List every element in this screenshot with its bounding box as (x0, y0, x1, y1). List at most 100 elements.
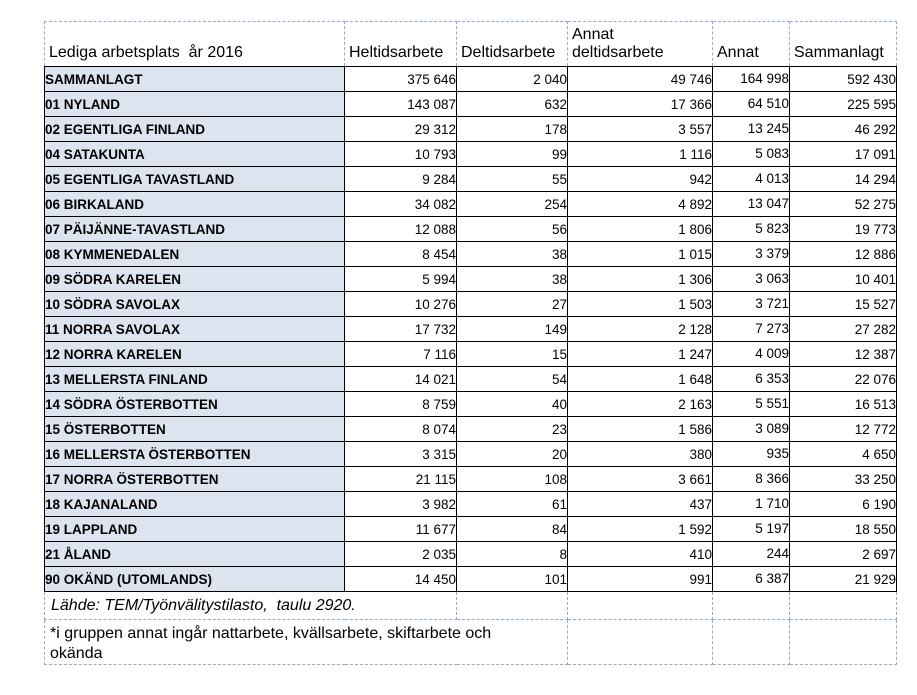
note-cell[interactable]: *i gruppen annat ingår nattarbete, kväll… (44, 619, 568, 665)
cell-annat-deltidsarbete[interactable]: 1 592 (567, 516, 713, 542)
empty-cell[interactable] (567, 591, 713, 620)
region-cell[interactable]: 10 SÖDRA SAVOLAX (44, 291, 345, 317)
cell-sammanlagt[interactable]: 46 292 (789, 116, 897, 142)
region-cell[interactable]: 13 MELLERSTA FINLAND (44, 366, 345, 392)
cell-annat[interactable]: 3 379 (712, 241, 790, 267)
cell-annat[interactable]: 3 721 (712, 291, 790, 317)
region-cell[interactable]: 06 BIRKALAND (44, 191, 345, 217)
cell-annat-deltidsarbete[interactable]: 1 503 (567, 291, 713, 317)
region-cell[interactable]: 16 MELLERSTA ÖSTERBOTTEN (44, 441, 345, 467)
cell-sammanlagt[interactable]: 15 527 (789, 291, 897, 317)
cell-sammanlagt[interactable]: 21 929 (789, 566, 897, 592)
region-cell[interactable]: 04 SATAKUNTA (44, 141, 345, 167)
region-cell[interactable]: SAMMANLAGT (44, 66, 345, 92)
region-cell[interactable]: 08 KYMMENEDALEN (44, 241, 345, 267)
cell-annat[interactable]: 1 710 (712, 491, 790, 517)
cell-deltidsarbete[interactable]: 84 (456, 516, 568, 542)
cell-annat-deltidsarbete[interactable]: 1 247 (567, 341, 713, 367)
empty-cell[interactable] (567, 619, 713, 665)
cell-deltidsarbete[interactable]: 40 (456, 391, 568, 417)
cell-heltidsarbete[interactable]: 10 276 (344, 291, 457, 317)
cell-heltidsarbete[interactable]: 21 115 (344, 466, 457, 492)
cell-deltidsarbete[interactable]: 55 (456, 166, 568, 192)
col-header-deltidsarbete[interactable]: Deltidsarbete (456, 21, 568, 67)
cell-heltidsarbete[interactable]: 14 450 (344, 566, 457, 592)
col-header-annat[interactable]: Annat (712, 21, 790, 67)
cell-sammanlagt[interactable]: 12 387 (789, 341, 897, 367)
cell-annat-deltidsarbete[interactable]: 1 306 (567, 266, 713, 292)
cell-deltidsarbete[interactable]: 8 (456, 541, 568, 567)
cell-annat-deltidsarbete[interactable]: 2 128 (567, 316, 713, 342)
cell-heltidsarbete[interactable]: 29 312 (344, 116, 457, 142)
cell-annat[interactable]: 5 823 (712, 216, 790, 242)
cell-deltidsarbete[interactable]: 2 040 (456, 66, 568, 92)
cell-annat[interactable]: 935 (712, 441, 790, 467)
cell-deltidsarbete[interactable]: 56 (456, 216, 568, 242)
cell-deltidsarbete[interactable]: 149 (456, 316, 568, 342)
cell-sammanlagt[interactable]: 19 773 (789, 216, 897, 242)
region-cell[interactable]: 05 EGENTLIGA TAVASTLAND (44, 166, 345, 192)
cell-sammanlagt[interactable]: 6 190 (789, 491, 897, 517)
cell-heltidsarbete[interactable]: 8 759 (344, 391, 457, 417)
cell-annat[interactable]: 64 510 (712, 91, 790, 117)
col-header-annat-deltidsarbete[interactable]: Annat deltidsarbete (567, 21, 713, 67)
cell-deltidsarbete[interactable]: 99 (456, 141, 568, 167)
cell-sammanlagt[interactable]: 4 650 (789, 441, 897, 467)
cell-sammanlagt[interactable]: 16 513 (789, 391, 897, 417)
cell-annat-deltidsarbete[interactable]: 942 (567, 166, 713, 192)
cell-heltidsarbete[interactable]: 12 088 (344, 216, 457, 242)
cell-deltidsarbete[interactable]: 27 (456, 291, 568, 317)
cell-annat-deltidsarbete[interactable]: 991 (567, 566, 713, 592)
region-cell[interactable]: 09 SÖDRA KARELEN (44, 266, 345, 292)
cell-annat-deltidsarbete[interactable]: 1 806 (567, 216, 713, 242)
cell-heltidsarbete[interactable]: 3 315 (344, 441, 457, 467)
region-cell[interactable]: 14 SÖDRA ÖSTERBOTTEN (44, 391, 345, 417)
cell-sammanlagt[interactable]: 22 076 (789, 366, 897, 392)
region-cell[interactable]: 01 NYLAND (44, 91, 345, 117)
cell-heltidsarbete[interactable]: 10 793 (344, 141, 457, 167)
cell-sammanlagt[interactable]: 18 550 (789, 516, 897, 542)
empty-cell[interactable] (712, 591, 790, 620)
region-cell[interactable]: 17 NORRA ÖSTERBOTTEN (44, 466, 345, 492)
table-title[interactable]: Lediga arbetsplats år 2016 (44, 21, 345, 67)
cell-annat-deltidsarbete[interactable]: 1 648 (567, 366, 713, 392)
cell-sammanlagt[interactable]: 14 294 (789, 166, 897, 192)
cell-annat-deltidsarbete[interactable]: 380 (567, 441, 713, 467)
cell-deltidsarbete[interactable]: 38 (456, 266, 568, 292)
empty-cell[interactable] (789, 591, 897, 620)
cell-deltidsarbete[interactable]: 15 (456, 341, 568, 367)
cell-heltidsarbete[interactable]: 2 035 (344, 541, 457, 567)
cell-sammanlagt[interactable]: 33 250 (789, 466, 897, 492)
empty-cell[interactable] (456, 591, 568, 620)
cell-sammanlagt[interactable]: 12 772 (789, 416, 897, 442)
cell-heltidsarbete[interactable]: 3 982 (344, 491, 457, 517)
cell-sammanlagt[interactable]: 12 886 (789, 241, 897, 267)
cell-annat-deltidsarbete[interactable]: 4 892 (567, 191, 713, 217)
cell-heltidsarbete[interactable]: 14 021 (344, 366, 457, 392)
cell-annat-deltidsarbete[interactable]: 2 163 (567, 391, 713, 417)
cell-heltidsarbete[interactable]: 9 284 (344, 166, 457, 192)
cell-annat[interactable]: 4 009 (712, 341, 790, 367)
cell-annat-deltidsarbete[interactable]: 3 661 (567, 466, 713, 492)
cell-heltidsarbete[interactable]: 143 087 (344, 91, 457, 117)
region-cell[interactable]: 07 PÄIJÄNNE-TAVASTLAND (44, 216, 345, 242)
cell-deltidsarbete[interactable]: 101 (456, 566, 568, 592)
cell-annat[interactable]: 244 (712, 541, 790, 567)
cell-annat[interactable]: 7 273 (712, 316, 790, 342)
cell-annat[interactable]: 6 353 (712, 366, 790, 392)
cell-sammanlagt[interactable]: 10 401 (789, 266, 897, 292)
source-cell[interactable]: Lähde: TEM/Työnvälitystilasto, taulu 292… (44, 591, 457, 620)
col-header-sammanlagt[interactable]: Sammanlagt (789, 21, 897, 67)
cell-annat-deltidsarbete[interactable]: 1 015 (567, 241, 713, 267)
region-cell[interactable]: 21 ÅLAND (44, 541, 345, 567)
cell-annat-deltidsarbete[interactable]: 437 (567, 491, 713, 517)
cell-annat[interactable]: 5 197 (712, 516, 790, 542)
cell-deltidsarbete[interactable]: 38 (456, 241, 568, 267)
cell-annat[interactable]: 5 551 (712, 391, 790, 417)
col-header-heltidsarbete[interactable]: Heltidsarbete (344, 21, 457, 67)
cell-annat-deltidsarbete[interactable]: 49 746 (567, 66, 713, 92)
cell-annat[interactable]: 5 083 (712, 141, 790, 167)
region-cell[interactable]: 02 EGENTLIGA FINLAND (44, 116, 345, 142)
cell-annat-deltidsarbete[interactable]: 1 116 (567, 141, 713, 167)
cell-annat[interactable]: 164 998 (712, 66, 790, 92)
